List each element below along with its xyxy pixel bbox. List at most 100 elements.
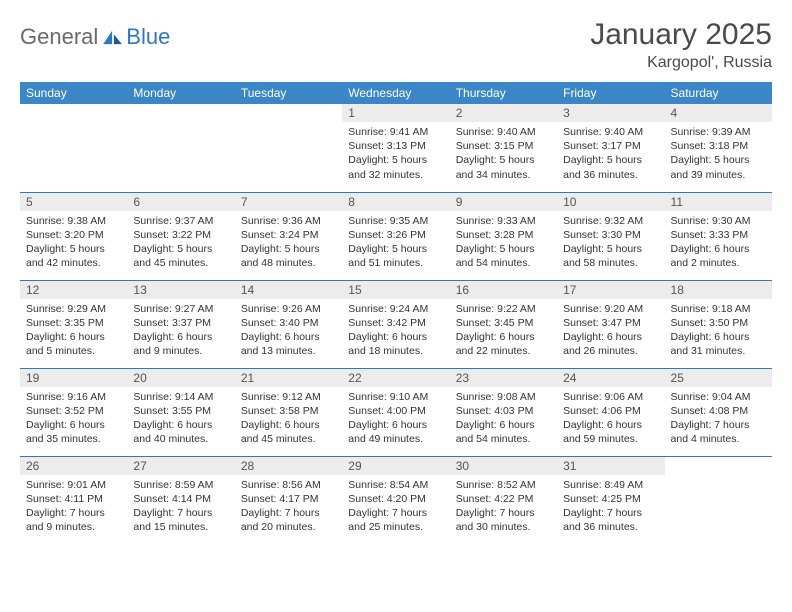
daylight-line: Daylight: 6 hours and 5 minutes. xyxy=(26,330,121,358)
calendar-week: 5Sunrise: 9:38 AMSunset: 3:20 PMDaylight… xyxy=(20,192,772,280)
calendar-cell: 7Sunrise: 9:36 AMSunset: 3:24 PMDaylight… xyxy=(235,192,342,280)
day-details: Sunrise: 9:40 AMSunset: 3:17 PMDaylight:… xyxy=(557,122,664,186)
sunrise-line: Sunrise: 8:56 AM xyxy=(241,478,336,492)
sunrise-line: Sunrise: 9:12 AM xyxy=(241,390,336,404)
day-number: 13 xyxy=(127,281,234,299)
day-details: Sunrise: 8:49 AMSunset: 4:25 PMDaylight:… xyxy=(557,475,664,539)
sunset-line: Sunset: 3:13 PM xyxy=(348,139,443,153)
day-number: 25 xyxy=(665,369,772,387)
day-number: 18 xyxy=(665,281,772,299)
sunrise-line: Sunrise: 9:40 AM xyxy=(563,125,658,139)
day-number: 12 xyxy=(20,281,127,299)
day-details: Sunrise: 9:41 AMSunset: 3:13 PMDaylight:… xyxy=(342,122,449,186)
daylight-line: Daylight: 7 hours and 9 minutes. xyxy=(26,506,121,534)
day-details: Sunrise: 9:27 AMSunset: 3:37 PMDaylight:… xyxy=(127,299,234,363)
sunrise-line: Sunrise: 9:01 AM xyxy=(26,478,121,492)
sunrise-line: Sunrise: 9:08 AM xyxy=(456,390,551,404)
calendar-cell: 13Sunrise: 9:27 AMSunset: 3:37 PMDayligh… xyxy=(127,280,234,368)
sunrise-line: Sunrise: 9:26 AM xyxy=(241,302,336,316)
calendar-cell: 14Sunrise: 9:26 AMSunset: 3:40 PMDayligh… xyxy=(235,280,342,368)
day-details: Sunrise: 9:01 AMSunset: 4:11 PMDaylight:… xyxy=(20,475,127,539)
daylight-line: Daylight: 6 hours and 13 minutes. xyxy=(241,330,336,358)
daylight-line: Daylight: 5 hours and 39 minutes. xyxy=(671,153,766,181)
calendar-cell: 2Sunrise: 9:40 AMSunset: 3:15 PMDaylight… xyxy=(450,104,557,192)
sunset-line: Sunset: 3:52 PM xyxy=(26,404,121,418)
sunrise-line: Sunrise: 9:38 AM xyxy=(26,214,121,228)
day-header: Saturday xyxy=(665,82,772,104)
day-number: 17 xyxy=(557,281,664,299)
daylight-line: Daylight: 5 hours and 36 minutes. xyxy=(563,153,658,181)
day-header-row: SundayMondayTuesdayWednesdayThursdayFrid… xyxy=(20,82,772,104)
title-block: January 2025 Kargopol', Russia xyxy=(590,18,772,72)
day-number: 7 xyxy=(235,193,342,211)
calendar-cell: 10Sunrise: 9:32 AMSunset: 3:30 PMDayligh… xyxy=(557,192,664,280)
calendar-cell: . xyxy=(20,104,127,192)
sunset-line: Sunset: 4:14 PM xyxy=(133,492,228,506)
calendar-cell: 6Sunrise: 9:37 AMSunset: 3:22 PMDaylight… xyxy=(127,192,234,280)
calendar-cell: 30Sunrise: 8:52 AMSunset: 4:22 PMDayligh… xyxy=(450,456,557,544)
day-header: Tuesday xyxy=(235,82,342,104)
daylight-line: Daylight: 6 hours and 45 minutes. xyxy=(241,418,336,446)
day-number: 19 xyxy=(20,369,127,387)
sunrise-line: Sunrise: 9:30 AM xyxy=(671,214,766,228)
day-number: 22 xyxy=(342,369,449,387)
day-number: 10 xyxy=(557,193,664,211)
sunset-line: Sunset: 4:25 PM xyxy=(563,492,658,506)
day-number: 21 xyxy=(235,369,342,387)
sunset-line: Sunset: 3:15 PM xyxy=(456,139,551,153)
header: General Blue January 2025 Kargopol', Rus… xyxy=(20,18,772,72)
calendar-cell: 8Sunrise: 9:35 AMSunset: 3:26 PMDaylight… xyxy=(342,192,449,280)
daylight-line: Daylight: 6 hours and 18 minutes. xyxy=(348,330,443,358)
day-details: Sunrise: 9:14 AMSunset: 3:55 PMDaylight:… xyxy=(127,387,234,451)
day-details: Sunrise: 8:52 AMSunset: 4:22 PMDaylight:… xyxy=(450,475,557,539)
page-title: January 2025 xyxy=(590,18,772,52)
day-details: Sunrise: 9:16 AMSunset: 3:52 PMDaylight:… xyxy=(20,387,127,451)
day-details: Sunrise: 9:24 AMSunset: 3:42 PMDaylight:… xyxy=(342,299,449,363)
daylight-line: Daylight: 5 hours and 48 minutes. xyxy=(241,242,336,270)
day-number: 14 xyxy=(235,281,342,299)
day-details: Sunrise: 9:18 AMSunset: 3:50 PMDaylight:… xyxy=(665,299,772,363)
calendar-cell: 9Sunrise: 9:33 AMSunset: 3:28 PMDaylight… xyxy=(450,192,557,280)
sunset-line: Sunset: 3:20 PM xyxy=(26,228,121,242)
sunrise-line: Sunrise: 9:24 AM xyxy=(348,302,443,316)
sunrise-line: Sunrise: 9:40 AM xyxy=(456,125,551,139)
calendar-cell: 1Sunrise: 9:41 AMSunset: 3:13 PMDaylight… xyxy=(342,104,449,192)
calendar-week: 26Sunrise: 9:01 AMSunset: 4:11 PMDayligh… xyxy=(20,456,772,544)
sunset-line: Sunset: 3:45 PM xyxy=(456,316,551,330)
day-number: 6 xyxy=(127,193,234,211)
day-number: 16 xyxy=(450,281,557,299)
sunrise-line: Sunrise: 9:35 AM xyxy=(348,214,443,228)
sunset-line: Sunset: 3:58 PM xyxy=(241,404,336,418)
calendar-cell: 3Sunrise: 9:40 AMSunset: 3:17 PMDaylight… xyxy=(557,104,664,192)
daylight-line: Daylight: 7 hours and 25 minutes. xyxy=(348,506,443,534)
calendar-cell: 12Sunrise: 9:29 AMSunset: 3:35 PMDayligh… xyxy=(20,280,127,368)
brand-text-1: General xyxy=(20,24,98,50)
brand-sail-icon xyxy=(102,29,124,45)
sunset-line: Sunset: 3:37 PM xyxy=(133,316,228,330)
calendar-cell: 19Sunrise: 9:16 AMSunset: 3:52 PMDayligh… xyxy=(20,368,127,456)
daylight-line: Daylight: 6 hours and 26 minutes. xyxy=(563,330,658,358)
daylight-line: Daylight: 6 hours and 40 minutes. xyxy=(133,418,228,446)
sunrise-line: Sunrise: 8:59 AM xyxy=(133,478,228,492)
day-header: Thursday xyxy=(450,82,557,104)
calendar-cell: 18Sunrise: 9:18 AMSunset: 3:50 PMDayligh… xyxy=(665,280,772,368)
calendar-cell: 27Sunrise: 8:59 AMSunset: 4:14 PMDayligh… xyxy=(127,456,234,544)
daylight-line: Daylight: 6 hours and 54 minutes. xyxy=(456,418,551,446)
sunrise-line: Sunrise: 9:16 AM xyxy=(26,390,121,404)
day-number: 28 xyxy=(235,457,342,475)
daylight-line: Daylight: 5 hours and 51 minutes. xyxy=(348,242,443,270)
day-details: Sunrise: 9:04 AMSunset: 4:08 PMDaylight:… xyxy=(665,387,772,451)
day-number: 30 xyxy=(450,457,557,475)
calendar-cell: 11Sunrise: 9:30 AMSunset: 3:33 PMDayligh… xyxy=(665,192,772,280)
sunset-line: Sunset: 3:18 PM xyxy=(671,139,766,153)
day-number: 15 xyxy=(342,281,449,299)
sunset-line: Sunset: 4:08 PM xyxy=(671,404,766,418)
calendar-cell: 24Sunrise: 9:06 AMSunset: 4:06 PMDayligh… xyxy=(557,368,664,456)
day-number: 29 xyxy=(342,457,449,475)
day-number: 2 xyxy=(450,104,557,122)
sunrise-line: Sunrise: 9:10 AM xyxy=(348,390,443,404)
daylight-line: Daylight: 7 hours and 15 minutes. xyxy=(133,506,228,534)
day-details: Sunrise: 9:38 AMSunset: 3:20 PMDaylight:… xyxy=(20,211,127,275)
day-header: Wednesday xyxy=(342,82,449,104)
daylight-line: Daylight: 6 hours and 59 minutes. xyxy=(563,418,658,446)
